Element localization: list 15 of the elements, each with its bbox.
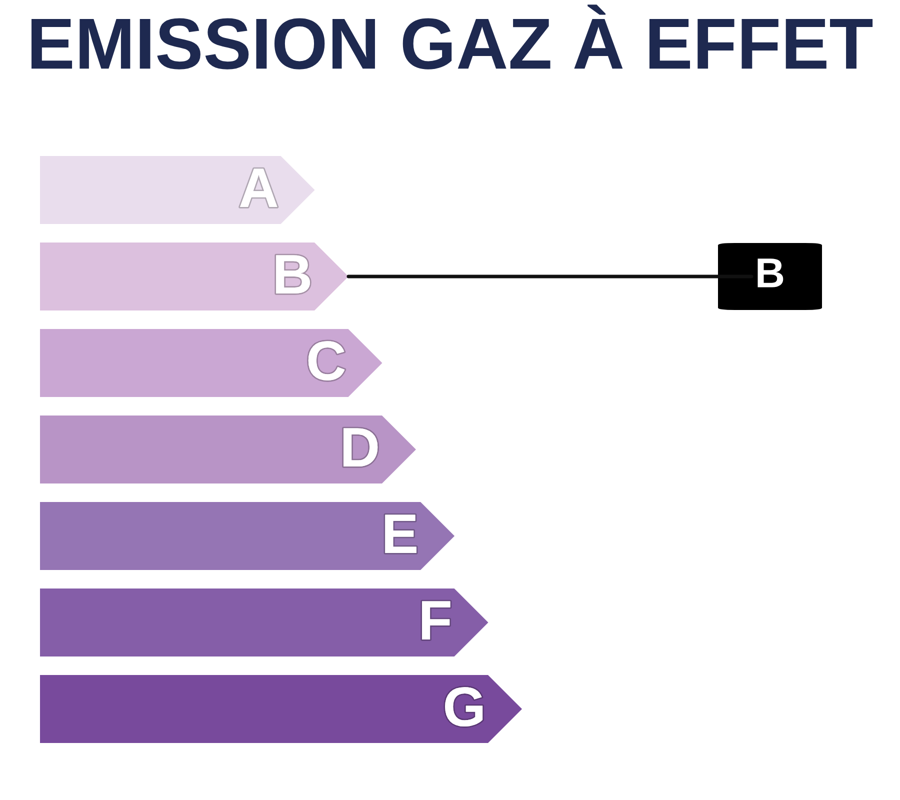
- y-tick-label: G: [445, 687, 483, 727]
- y-tick-label: D: [344, 428, 378, 466]
- annotation: B: [758, 258, 784, 288]
- bar: [40, 416, 416, 484]
- y-tick-label: E: [385, 514, 416, 553]
- y-tick-label: A: [240, 168, 278, 207]
- bar: [40, 502, 455, 570]
- chart-title: EMISSION GAZ À EFFET: [32, 4, 873, 70]
- bar: [40, 588, 488, 656]
- y-tick-label: F: [422, 601, 450, 640]
- bar: [40, 329, 382, 397]
- bar: [40, 156, 315, 224]
- y-tick-label: C: [308, 341, 345, 381]
- bar: [40, 242, 348, 310]
- bar: [40, 675, 522, 743]
